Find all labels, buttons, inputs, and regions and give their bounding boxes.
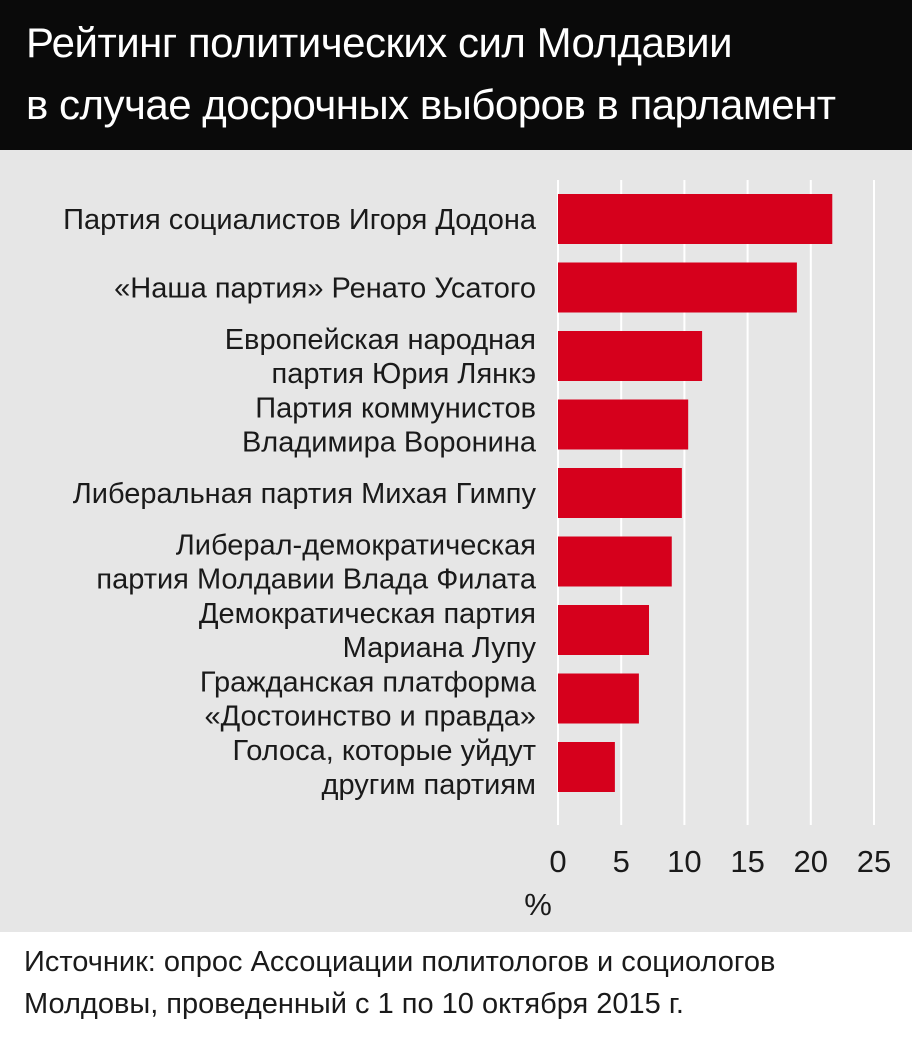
axis-label: % xyxy=(524,887,552,922)
bar xyxy=(558,536,672,587)
tick-label: 10 xyxy=(667,844,701,879)
tick-label: 0 xyxy=(549,844,566,879)
category-label: Демократическая партия xyxy=(199,598,536,630)
category-label: Европейская народная xyxy=(225,324,536,356)
tick-label: 15 xyxy=(730,844,764,879)
bar xyxy=(558,399,689,450)
bar xyxy=(558,468,682,518)
chart-title-line-2: в случае досрочных выборов в парламент xyxy=(26,81,836,128)
category-label: Либерал-демократическая xyxy=(176,530,536,562)
tick-label: 25 xyxy=(857,844,891,879)
chart-title-line-1: Рейтинг политических сил Молдавии xyxy=(26,19,733,66)
bar xyxy=(558,331,703,381)
category-label: Владимира Воронина xyxy=(242,427,537,459)
category-label: Мариана Лупу xyxy=(343,632,537,664)
source-footer: Источник: опрос Ассоциации политологов и… xyxy=(0,932,912,1050)
bar xyxy=(558,194,833,244)
bar xyxy=(558,262,797,313)
category-label: Партия коммунистов xyxy=(255,393,536,425)
category-label: другим партиям xyxy=(322,769,536,801)
tick-label: 20 xyxy=(794,844,828,879)
category-label: «Достоинство и правда» xyxy=(204,701,536,733)
category-label: Партия социалистов Игоря Додона xyxy=(63,204,537,236)
category-label: партия Молдавии Влада Филата xyxy=(96,564,536,596)
header-bar: Рейтинг политических сил Молдавии в случ… xyxy=(0,0,912,150)
category-label: «Наша партия» Ренато Усатого xyxy=(114,273,536,305)
tick-label: 5 xyxy=(613,844,630,879)
bar xyxy=(558,673,639,724)
source-line-1: Источник: опрос Ассоциации политологов и… xyxy=(24,946,776,978)
category-label: партия Юрия Лянкэ xyxy=(271,358,536,390)
bar xyxy=(558,742,615,792)
category-label: Либеральная партия Михая Гимпу xyxy=(73,478,537,510)
category-label: Голоса, которые уйдут xyxy=(232,735,536,767)
source-line-2: Молдовы, проведенный с 1 по 10 октября 2… xyxy=(24,988,684,1020)
bar xyxy=(558,605,650,655)
category-label: Гражданская платформа xyxy=(200,667,537,699)
